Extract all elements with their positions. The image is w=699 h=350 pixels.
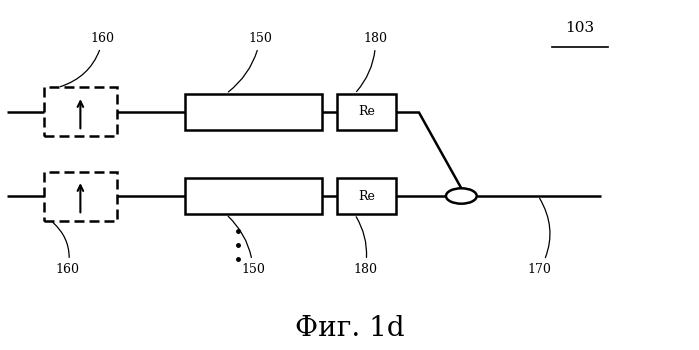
Text: 170: 170 (528, 198, 552, 276)
Text: 150: 150 (229, 32, 272, 92)
Text: Re: Re (358, 105, 375, 119)
Text: Фиг. 1d: Фиг. 1d (295, 315, 404, 343)
Bar (43, 88, 117, 136)
Bar (43, 172, 117, 220)
Circle shape (446, 188, 477, 204)
Text: 160: 160 (60, 32, 115, 87)
Bar (337, 93, 396, 130)
Text: +: + (456, 189, 467, 203)
Text: Re: Re (358, 189, 375, 203)
Bar (337, 178, 396, 214)
Text: 150: 150 (228, 216, 265, 276)
Bar (185, 93, 322, 130)
Text: 103: 103 (565, 21, 595, 35)
Text: 180: 180 (353, 217, 377, 276)
Text: 180: 180 (356, 32, 387, 92)
Text: 160: 160 (53, 222, 80, 276)
Bar (185, 178, 322, 214)
